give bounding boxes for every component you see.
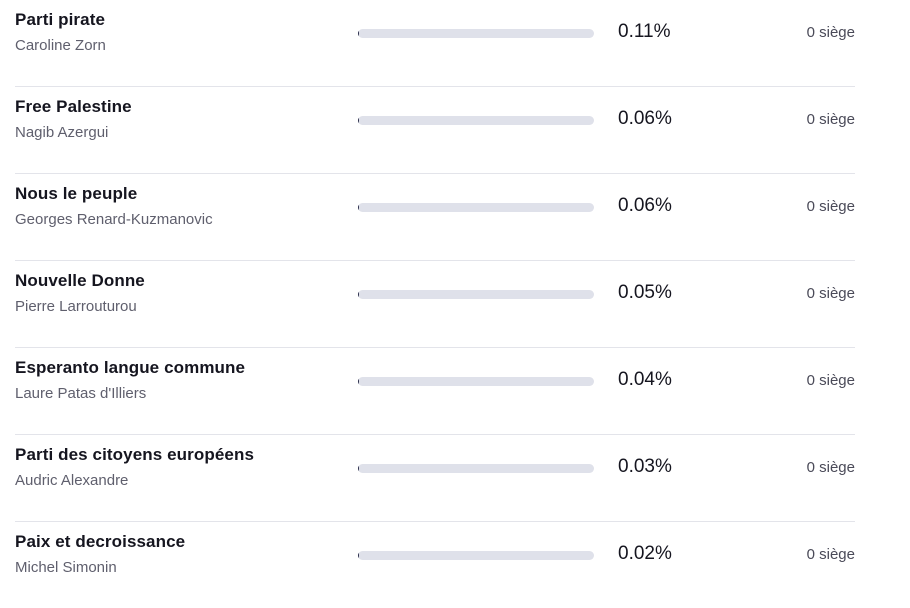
seat-count: 0 siège bbox=[806, 372, 855, 389]
vote-percent: 0.04% bbox=[618, 369, 672, 390]
vote-share-bar-fill bbox=[358, 29, 359, 38]
list-item: Free Palestine Nagib Azergui 0.06% 0 siè… bbox=[15, 87, 855, 174]
seat-count: 0 siège bbox=[806, 111, 855, 128]
vote-share-bar-fill bbox=[358, 551, 359, 560]
vote-percent: 0.06% bbox=[618, 108, 672, 129]
leader-name: Nagib Azergui bbox=[15, 124, 109, 141]
seat-count: 0 siège bbox=[806, 546, 855, 563]
vote-percent: 0.11% bbox=[618, 21, 671, 42]
leader-name: Laure Patas d'Illiers bbox=[15, 385, 147, 402]
vote-share-bar bbox=[358, 290, 594, 299]
leader-name: Pierre Larrouturou bbox=[15, 298, 137, 315]
list-item: Nouvelle Donne Pierre Larrouturou 0.05% … bbox=[15, 261, 855, 348]
seat-count: 0 siège bbox=[806, 24, 855, 41]
vote-share-bar bbox=[358, 203, 594, 212]
party-name: Parti pirate bbox=[15, 10, 106, 29]
results-list: Parti pirate Caroline Zorn 0.11% 0 siège… bbox=[15, 0, 855, 608]
party-name: Parti des citoyens européens bbox=[15, 445, 254, 464]
vote-share-bar bbox=[358, 377, 594, 386]
party-name: Nouvelle Donne bbox=[15, 271, 145, 290]
leader-name: Audric Alexandre bbox=[15, 472, 129, 489]
list-item: Esperanto langue commune Laure Patas d'I… bbox=[15, 348, 855, 435]
vote-share-bar-fill bbox=[358, 377, 359, 386]
list-item: Parti pirate Caroline Zorn 0.11% 0 siège bbox=[15, 0, 855, 87]
vote-percent: 0.02% bbox=[618, 543, 672, 564]
vote-share-bar-fill bbox=[358, 290, 359, 299]
vote-share-bar bbox=[358, 464, 594, 473]
vote-percent: 0.03% bbox=[618, 456, 672, 477]
leader-name: Caroline Zorn bbox=[15, 37, 106, 54]
party-name: Free Palestine bbox=[15, 97, 132, 116]
vote-percent: 0.06% bbox=[618, 195, 672, 216]
list-item: Parti des citoyens européens Audric Alex… bbox=[15, 435, 855, 522]
seat-count: 0 siège bbox=[806, 285, 855, 302]
party-name: Paix et decroissance bbox=[15, 532, 186, 551]
vote-share-bar-fill bbox=[358, 116, 359, 125]
list-item: Nous le peuple Georges Renard-Kuzmanovic… bbox=[15, 174, 855, 261]
seat-count: 0 siège bbox=[806, 459, 855, 476]
vote-share-bar-fill bbox=[358, 203, 359, 212]
list-item: Paix et decroissance Michel Simonin 0.02… bbox=[15, 522, 855, 608]
party-name: Esperanto langue commune bbox=[15, 358, 246, 377]
vote-share-bar-fill bbox=[358, 464, 359, 473]
vote-percent: 0.05% bbox=[618, 282, 672, 303]
vote-share-bar bbox=[358, 551, 594, 560]
vote-share-bar bbox=[358, 29, 594, 38]
seat-count: 0 siège bbox=[806, 198, 855, 215]
party-name: Nous le peuple bbox=[15, 184, 138, 203]
vote-share-bar bbox=[358, 116, 594, 125]
leader-name: Michel Simonin bbox=[15, 559, 117, 576]
leader-name: Georges Renard-Kuzmanovic bbox=[15, 211, 213, 228]
